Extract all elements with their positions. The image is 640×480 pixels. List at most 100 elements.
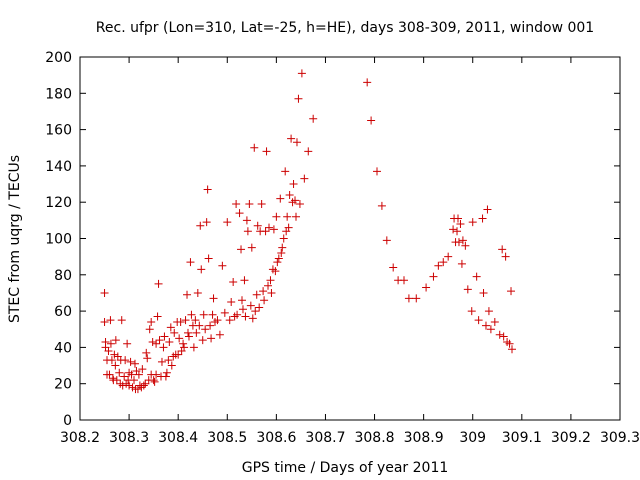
data-point (412, 294, 421, 303)
data-point (133, 385, 142, 394)
data-point (238, 296, 246, 305)
data-point (422, 283, 431, 292)
y-tick-label: 60 (54, 304, 72, 320)
data-point (175, 334, 184, 343)
data-point (192, 328, 201, 337)
x-tick-label: 308.9 (404, 430, 444, 446)
data-point (238, 305, 247, 314)
data-point (278, 243, 287, 252)
data-point (262, 147, 271, 156)
data-point (100, 317, 109, 326)
data-point (309, 114, 318, 123)
chart-title: Rec. ufpr (Lon=310, Lat=-25, h=HE), days… (96, 20, 594, 36)
data-point (111, 336, 120, 345)
x-tick-label: 308.5 (207, 430, 247, 446)
data-point (174, 350, 183, 359)
data-point (106, 316, 115, 325)
data-point (233, 310, 242, 319)
data-point (245, 200, 254, 209)
data-point (252, 290, 261, 299)
data-point (501, 252, 510, 261)
data-point (125, 381, 134, 390)
data-point (104, 347, 113, 356)
data-point (484, 307, 493, 316)
data-point (463, 285, 472, 294)
data-point (265, 223, 273, 232)
data-point (121, 356, 130, 365)
data-point (468, 218, 477, 227)
data-point (453, 227, 462, 236)
data-point (404, 294, 413, 303)
data-point (181, 316, 190, 325)
data-point (291, 196, 300, 205)
data-point (220, 308, 229, 317)
data-point (199, 310, 208, 319)
data-point (160, 332, 169, 341)
x-tick-label: 309.3 (600, 430, 640, 446)
data-point (454, 214, 462, 223)
data-point (191, 316, 200, 325)
data-point (243, 227, 252, 236)
data-point (138, 365, 147, 374)
data-point (147, 317, 156, 326)
data-points (100, 69, 516, 394)
data-point (297, 69, 306, 78)
data-point (157, 357, 166, 366)
data-point (166, 323, 175, 332)
data-point (152, 370, 161, 379)
data-point (184, 332, 193, 341)
data-point (100, 288, 109, 297)
y-tick-label: 200 (45, 50, 72, 66)
data-point (237, 245, 246, 254)
data-point (229, 278, 238, 287)
data-point (184, 328, 192, 337)
x-axis: 308.2 308.3 308.4 308.5 308.6 308.7 308.8 308.9… (60, 57, 640, 446)
data-point (300, 174, 309, 183)
data-point (196, 221, 205, 230)
data-point (269, 225, 278, 234)
x-tick-label: 308.4 (158, 430, 198, 446)
data-point (292, 212, 300, 221)
x-tick-label: 308.6 (256, 430, 296, 446)
y-tick-label: 0 (63, 413, 72, 429)
data-point (467, 307, 476, 316)
data-point (255, 303, 264, 312)
data-point (498, 245, 507, 254)
data-point (272, 212, 281, 221)
data-point (373, 167, 381, 176)
data-point (167, 361, 176, 370)
data-point (134, 370, 143, 379)
data-point (154, 279, 163, 288)
data-point (170, 328, 179, 337)
data-point (439, 258, 448, 267)
data-point (273, 258, 282, 267)
data-point (176, 317, 185, 326)
data-point (149, 376, 158, 385)
data-point (223, 218, 232, 227)
data-point (267, 288, 276, 297)
data-point (206, 321, 215, 330)
data-point (294, 94, 303, 103)
data-point (215, 330, 224, 339)
data-point (490, 317, 499, 326)
data-point (115, 368, 124, 377)
x-axis-label: GPS time / Days of year 2011 (242, 460, 449, 476)
data-point (260, 296, 269, 305)
data-point (257, 200, 266, 209)
x-tick-label: 308.2 (60, 430, 100, 446)
data-point (266, 276, 275, 285)
y-tick-label: 80 (54, 268, 72, 284)
data-point (292, 138, 301, 147)
data-point (283, 212, 292, 221)
data-point (126, 357, 135, 366)
data-point (240, 276, 249, 285)
data-point (179, 339, 188, 348)
data-point (152, 339, 161, 348)
data-point (458, 236, 467, 245)
y-tick-label: 120 (45, 195, 72, 211)
x-tick-label: 308.8 (354, 430, 394, 446)
data-point (444, 252, 453, 261)
data-point (235, 209, 244, 218)
data-point (271, 267, 280, 276)
data-point (141, 379, 150, 388)
